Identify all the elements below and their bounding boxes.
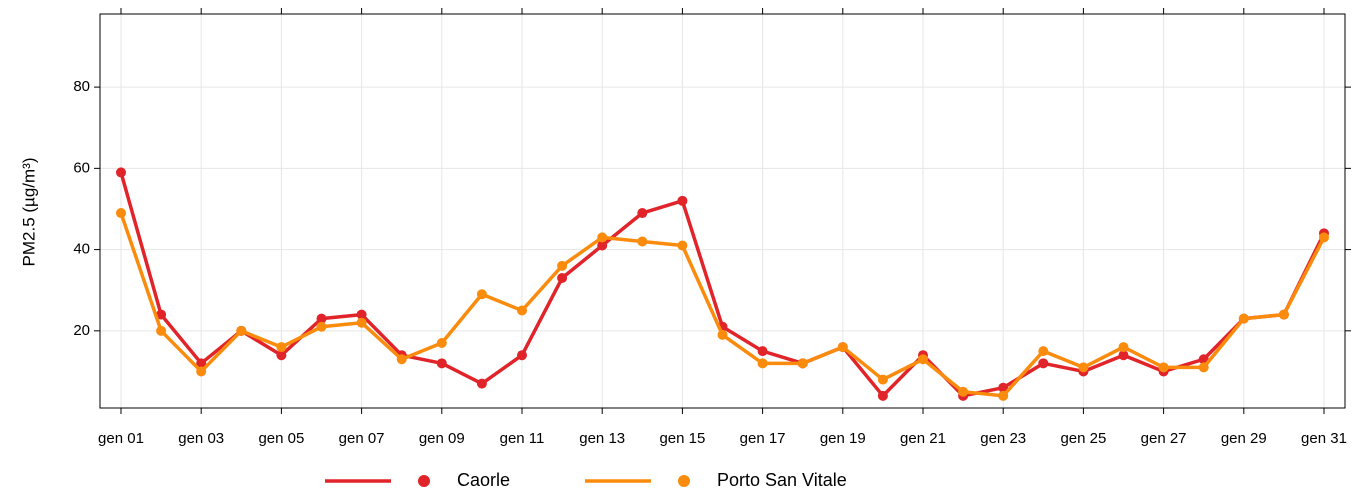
data-point [557,273,568,284]
data-point [877,374,888,385]
data-point [1118,350,1129,361]
x-tick-label: gen 27 [1141,430,1187,447]
legend-marker [418,475,430,487]
series-line [119,171,1326,398]
data-point [797,358,808,369]
x-tick-label: gen 31 [1301,430,1347,447]
y-tick-label: 60 [73,159,90,176]
data-point [1118,342,1129,353]
data-point [476,378,487,389]
data-point [436,358,447,369]
data-point [717,329,728,340]
x-tick-label: gen 29 [1221,430,1267,447]
data-point [958,386,969,397]
legend-marker [678,475,690,487]
plot-frame [99,13,1346,409]
legend-label: Caorle [457,470,510,490]
data-point [637,208,648,219]
x-tick-label: gen 03 [178,430,224,447]
x-tick-label: gen 19 [820,430,866,447]
data-point [637,236,648,247]
data-point [1078,362,1089,373]
data-point [476,289,487,300]
data-point [517,305,527,316]
data-point [356,309,367,320]
data-point [316,321,327,332]
data-point [316,313,327,324]
x-tick-label: gen 05 [258,430,304,447]
data-point [276,342,287,353]
data-point [677,195,688,206]
data-point [757,346,768,357]
data-point [1319,232,1329,243]
data-point [196,366,207,377]
data-point [877,390,888,401]
data-point [597,240,608,251]
data-point [356,317,367,328]
data-point [436,338,447,349]
x-tick-label: gen 11 [500,430,545,447]
y-tick-label: 80 [73,78,90,95]
y-axis-label: PM2.5 (µg/m³) [19,158,38,267]
data-point [1198,362,1209,373]
data-point [116,208,126,219]
data-point [1238,313,1249,324]
x-tick-label: gen 17 [740,430,786,447]
data-point [998,390,1009,401]
x-tick-label: gen 09 [419,430,465,447]
data-point [1278,309,1289,320]
data-point [116,167,126,178]
data-point [156,309,167,320]
data-point [918,354,928,365]
x-tick-label: gen 01 [98,430,144,447]
legend: Caorle Porto San Vitale [325,470,847,490]
data-point [557,260,568,271]
y-tick-label: 40 [73,241,90,258]
data-point [276,350,287,361]
data-point [757,358,768,369]
data-point [156,325,167,336]
data-point [837,342,848,353]
x-tick-label: gen 07 [339,430,385,447]
data-point [677,240,688,251]
data-point [1038,358,1049,369]
data-point [396,354,407,365]
data-point [196,358,207,369]
x-tick-label: gen 13 [579,430,625,447]
data-point [1038,346,1049,357]
y-tick-label: 20 [73,322,90,339]
x-tick-label: gen 25 [1060,430,1106,447]
x-tick-label: gen 23 [980,430,1026,447]
legend-label: Porto San Vitale [717,470,847,490]
series-line [119,212,1326,398]
data-point [1158,362,1169,373]
data-point [998,382,1009,393]
data-point [236,325,247,336]
data-point [517,350,527,361]
x-tick-label: gen 21 [900,430,946,447]
data-point [597,232,608,243]
x-tick-label: gen 15 [659,430,705,447]
